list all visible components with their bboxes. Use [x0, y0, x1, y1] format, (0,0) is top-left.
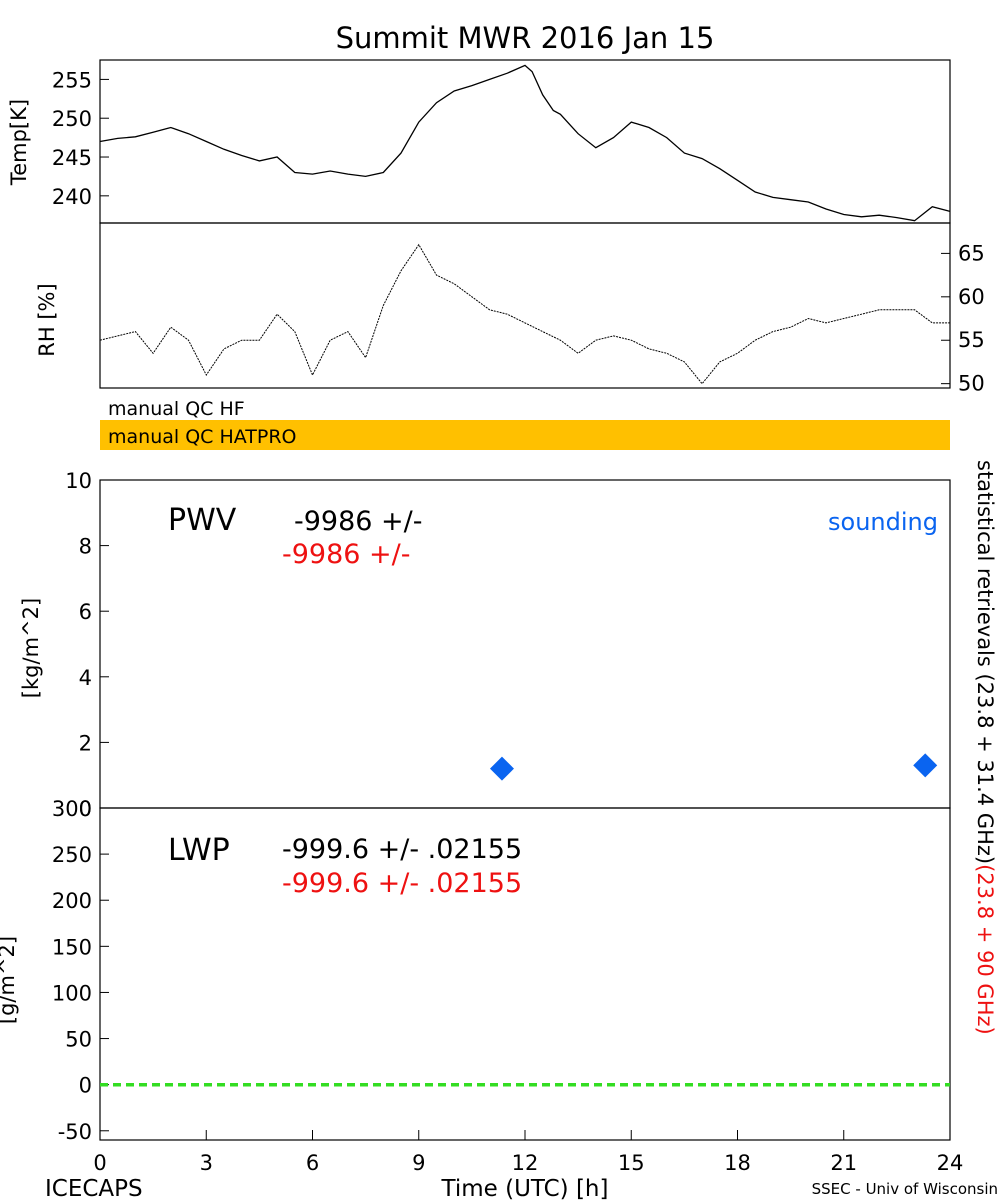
lwp-ytick-label: 100 [52, 981, 92, 1005]
x-axis-label: Time (UTC) [h] [441, 1176, 609, 1200]
lwp-ytick-label: 200 [52, 889, 92, 913]
right-label-black: statistical retrievals (23.8 + 31.4 GHz) [973, 460, 997, 864]
pwv-ylabel: [kg/m^2] [19, 598, 43, 698]
x-tick-label: 21 [830, 1151, 857, 1175]
pwv-value-black: -9986 +/- [294, 506, 423, 537]
temp-ytick-label: 255 [52, 68, 92, 92]
rh-frame [99, 222, 951, 389]
lwp-yticks: -50 0 50 100 150 200 250 300 [52, 797, 109, 1144]
temp-ytick-label: 245 [52, 146, 92, 170]
pwv-ytick-label: 8 [79, 535, 92, 559]
x-axis-ticks: 0 3 6 9 12 15 18 21 24 [93, 1130, 963, 1175]
lwp-ytick-label: 250 [52, 843, 92, 867]
qc-flag-hatpro-label: manual QC HATPRO [108, 426, 297, 448]
temp-frame [99, 59, 951, 224]
lwp-ytick-label: 50 [65, 1028, 92, 1052]
pwv-panel: [kg/m^2] 0 2 4 6 8 10 PWV -9986 +/- -9986 +/-… [19, 469, 951, 821]
pwv-yticks: 0 2 4 6 8 10 [65, 469, 109, 821]
right-vertical-label: statistical retrievals (23.8 + 31.4 GHz)… [973, 460, 997, 1035]
x-tick-label: 12 [512, 1151, 539, 1175]
lwp-label: LWP [168, 833, 230, 868]
figure-title: Summit MWR 2016 Jan 15 [336, 21, 715, 55]
footer-right-label: SSEC - Univ of Wisconsin [812, 1180, 998, 1198]
x-tick-label: 24 [937, 1151, 964, 1175]
x-tick-label: 0 [93, 1151, 106, 1175]
qc-flag-hf-bar [100, 392, 950, 420]
lwp-ytick-label: -50 [58, 1120, 92, 1144]
pwv-sounding-point [913, 753, 938, 778]
pwv-ytick-label: 2 [79, 731, 92, 755]
pwv-ytick-label: 10 [65, 469, 92, 493]
rh-yticks: 50 55 60 65 [941, 241, 985, 396]
lwp-ytick-label: 0 [79, 1074, 92, 1098]
x-tick-label: 6 [306, 1151, 319, 1175]
x-tick-label: 9 [412, 1151, 425, 1175]
pwv-ytick-label: 0 [79, 797, 92, 821]
rh-panel: RH [%] 50 55 60 65 [35, 222, 985, 396]
rh-ytick-label: 60 [958, 285, 985, 309]
lwp-ytick-label: 150 [52, 935, 92, 959]
right-label-red: (23.8 + 90 GHz) [973, 864, 997, 1035]
temp-panel: Temp[K] 240 245 250 255 [7, 59, 951, 224]
x-tick-label: 15 [618, 1151, 645, 1175]
pwv-label: PWV [168, 503, 237, 538]
pwv-ytick-label: 6 [79, 600, 92, 624]
temp-ytick-label: 240 [52, 185, 92, 209]
qc-flag-hatpro-bar [100, 420, 950, 450]
lwp-ytick-label: 300 [52, 797, 92, 821]
pwv-ytick-label: 4 [79, 666, 92, 690]
temp-yticks: 240 245 250 255 [52, 68, 109, 209]
rh-ylabel: RH [%] [35, 283, 59, 356]
x-tick-label: 18 [724, 1151, 751, 1175]
lwp-ylabel: [g/m^2] [0, 936, 19, 1024]
rh-ytick-label: 50 [958, 372, 985, 396]
pwv-value-red: -9986 +/- [282, 539, 411, 570]
rh-ytick-label: 55 [958, 328, 985, 352]
lwp-value-red: -999.6 +/- .02155 [282, 868, 522, 899]
temp-series-line [99, 64, 951, 222]
rh-ytick-label: 65 [958, 241, 985, 265]
temp-ytick-label: 250 [52, 107, 92, 131]
qc-flags: manual QC HF manual QC HATPRO [100, 392, 950, 450]
temp-ylabel: Temp[K] [7, 99, 31, 186]
x-tick-label: 3 [200, 1151, 213, 1175]
pwv-sounding-point [489, 756, 514, 781]
footer-left-label: ICECAPS [45, 1176, 143, 1200]
pwv-legend-sounding: sounding [828, 508, 938, 536]
qc-flag-hf-label: manual QC HF [108, 398, 245, 420]
lwp-value-black: -999.6 +/- .02155 [282, 834, 522, 865]
rh-series-line [99, 243, 950, 385]
pwv-points [489, 753, 938, 781]
